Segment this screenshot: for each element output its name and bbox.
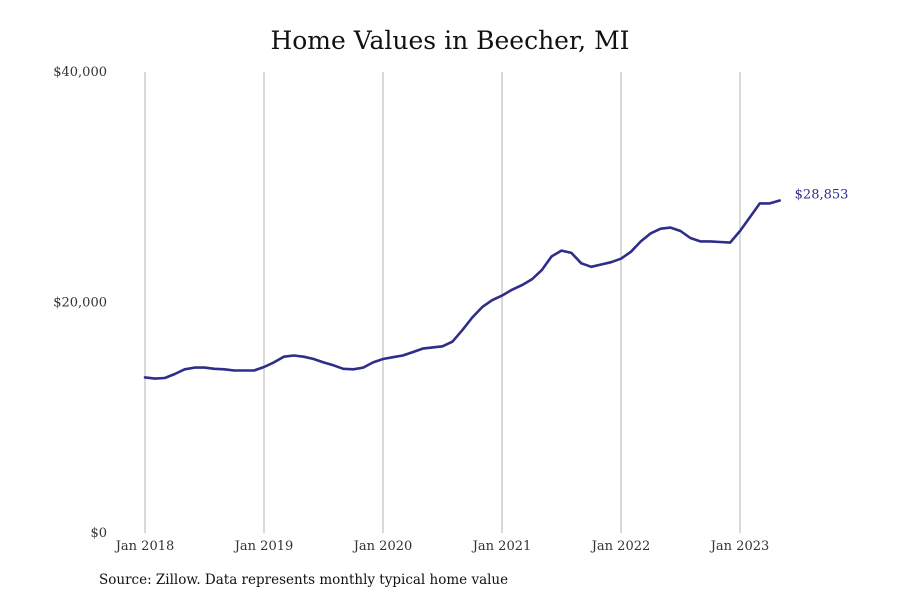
chart-title: Home Values in Beecher, MI <box>270 26 630 55</box>
series-layer <box>143 199 782 380</box>
x-tick-label: Jan 2023 <box>709 539 770 554</box>
data-point <box>412 351 414 353</box>
data-point <box>451 340 454 343</box>
x-tick-label: Jan 2020 <box>352 539 413 554</box>
x-tick-label: Jan 2019 <box>233 539 294 554</box>
data-point <box>580 262 583 265</box>
data-point <box>213 368 216 370</box>
data-point <box>352 368 355 371</box>
y-tick-label: $20,000 <box>53 296 107 311</box>
data-point <box>312 358 315 360</box>
data-point <box>144 376 146 379</box>
data-point <box>610 261 612 264</box>
data-point <box>669 226 672 229</box>
data-point <box>501 294 503 297</box>
data-point <box>223 368 226 371</box>
data-point <box>461 329 464 332</box>
data-point <box>729 241 731 244</box>
data-point <box>203 366 206 369</box>
y-tick-label: $0 <box>90 526 107 541</box>
data-point <box>243 369 245 372</box>
data-point <box>590 266 593 268</box>
data-point <box>679 230 682 232</box>
data-point <box>531 278 533 281</box>
data-point <box>778 199 781 202</box>
data-point <box>560 249 563 252</box>
source-note: Source: Zillow. Data represents monthly … <box>99 572 509 588</box>
x-gridlines <box>144 72 741 533</box>
data-point <box>283 355 285 358</box>
data-point <box>174 373 176 375</box>
data-point <box>362 366 365 369</box>
data-point <box>372 361 374 364</box>
x-tick-label: Jan 2018 <box>114 539 175 554</box>
data-point <box>302 355 305 358</box>
end-value-label: $28,853 <box>795 187 849 202</box>
data-point <box>491 299 493 302</box>
data-point <box>709 240 712 243</box>
x-tick-label: Jan 2022 <box>590 539 651 554</box>
data-point <box>332 364 335 367</box>
data-point <box>431 346 434 349</box>
data-point <box>759 202 761 205</box>
data-point <box>749 216 751 218</box>
y-tick-label: $40,000 <box>53 65 107 80</box>
data-point <box>164 377 166 379</box>
data-point <box>600 263 602 266</box>
data-point <box>402 354 404 357</box>
data-point <box>193 366 196 369</box>
x-tick-label: Jan 2021 <box>471 539 532 554</box>
data-point <box>421 347 424 350</box>
data-point <box>382 358 384 360</box>
data-point <box>650 232 652 235</box>
data-point <box>699 240 702 243</box>
data-point <box>640 240 642 243</box>
data-point <box>511 289 513 291</box>
data-point <box>570 252 573 254</box>
data-point <box>273 361 275 364</box>
data-point <box>263 366 265 368</box>
data-point <box>322 361 325 364</box>
data-point <box>521 284 523 287</box>
data-point <box>233 369 236 372</box>
series-line <box>143 199 782 380</box>
data-point <box>471 316 474 319</box>
data-point <box>659 227 662 230</box>
data-labels: $28,853 <box>795 187 849 202</box>
data-point <box>719 241 721 243</box>
data-point <box>342 368 345 370</box>
data-point <box>689 237 692 239</box>
data-point <box>253 369 255 372</box>
data-point <box>293 354 295 357</box>
data-point <box>630 251 632 253</box>
data-point <box>540 269 543 272</box>
data-point <box>154 377 156 380</box>
data-point <box>739 230 741 232</box>
x-axis-tick-labels: Jan 2018 Jan 2019 Jan 2020 Jan 2021 Jan 2022… <box>114 539 770 554</box>
data-point <box>183 368 186 371</box>
data-point <box>441 345 444 348</box>
data-point <box>769 202 771 205</box>
data-point <box>392 356 394 359</box>
y-axis-tick-labels: $0 $20,000 $40,000 <box>53 65 107 541</box>
data-point <box>620 257 622 260</box>
data-point <box>481 306 484 308</box>
data-point <box>550 255 553 258</box>
